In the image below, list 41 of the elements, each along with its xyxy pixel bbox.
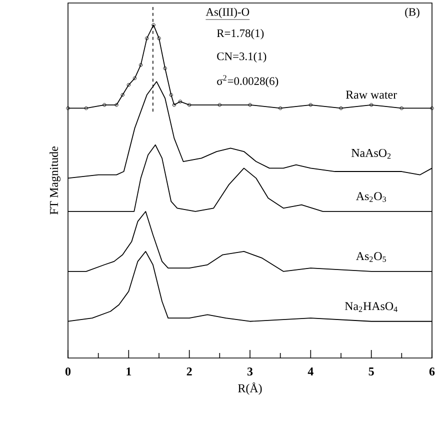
x-tick-label: 2 (186, 368, 192, 376)
point (187, 103, 192, 107)
point (169, 93, 173, 97)
x-tick-label: 3 (247, 368, 253, 376)
series-label: As$_{2}$O$_{3}$ (356, 192, 386, 202)
annotation: CN=3.1(1) (217, 52, 266, 62)
text: As(III)-O (206, 8, 250, 18)
x-tick-label: 4 (308, 368, 314, 376)
point (126, 83, 131, 87)
x-axis-title: R(Å) (238, 382, 262, 395)
point (132, 76, 137, 80)
point (84, 106, 88, 110)
series-label: Raw water (346, 90, 397, 99)
series-label: Na$_{2}$HAsO$_{4}$ (344, 302, 398, 312)
point (178, 100, 182, 104)
point (114, 103, 118, 107)
point (248, 103, 252, 107)
series-label: As$_{2}$O$_{5}$ (356, 252, 386, 262)
point (308, 103, 313, 107)
annotation: σ$^{2}$=0.0028(6) (217, 75, 278, 88)
x-tick-label: 1 (126, 368, 132, 376)
point (369, 103, 374, 107)
series-label: NaAsO$_{2}$ (352, 148, 391, 159)
point (400, 106, 404, 110)
annotation: R=1.78(1) (216, 29, 264, 40)
point (163, 66, 167, 70)
x-tick-label: 6 (429, 368, 435, 376)
point (102, 103, 106, 107)
point (278, 106, 282, 110)
point (218, 103, 222, 107)
point (157, 36, 161, 40)
point (339, 106, 343, 110)
point (152, 23, 156, 27)
point (138, 63, 143, 67)
y-axis-title: FT Magnitude (50, 146, 60, 215)
text: (B) (405, 8, 420, 18)
point (120, 93, 124, 97)
point (172, 103, 176, 107)
x-tick-label: 0 (65, 368, 71, 376)
x-tick-label: 5 (368, 368, 374, 376)
point (145, 36, 149, 40)
